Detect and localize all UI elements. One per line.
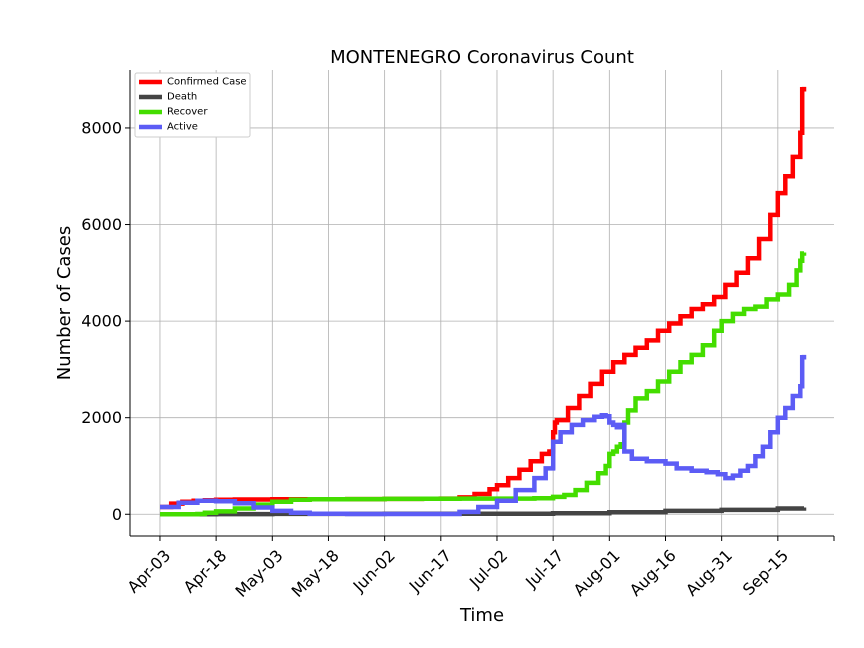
y-axis-title: Number of Cases: [54, 226, 75, 381]
x-axis-title: Time: [459, 605, 504, 626]
x-tick-label: Jun-02: [349, 546, 399, 596]
series-line-active: [160, 354, 807, 517]
x-tick-label: Aug-01: [570, 546, 624, 600]
x-tick-label: May-18: [288, 546, 343, 601]
x-tick-label: May-03: [232, 546, 287, 601]
y-tick-label: 2000: [81, 408, 122, 427]
grid: [130, 70, 834, 536]
series: [160, 86, 807, 517]
x-tick-label: Aug-16: [626, 546, 680, 600]
y-tick-label: 6000: [81, 215, 122, 234]
legend-label-confirmed-case: Confirmed Case: [167, 77, 247, 88]
y-tick-label: 8000: [81, 118, 122, 137]
series-line-confirmed-case: [160, 86, 807, 510]
x-tick-label: Jun-17: [405, 546, 455, 596]
series-line-recover: [160, 251, 807, 517]
legend-label-active: Active: [167, 122, 198, 133]
series-line-death: [160, 506, 807, 517]
x-tick-label: Jul-17: [521, 546, 567, 592]
legend-frame: [134, 72, 251, 138]
x-tick-label: Apr-18: [180, 546, 231, 597]
legend-label-recover: Recover: [167, 107, 208, 118]
legend: Confirmed Case Death Recover Active: [134, 72, 251, 138]
y-tick-label: 0: [112, 505, 122, 524]
chart-title: MONTENEGRO Coronavirus Count: [330, 47, 634, 68]
x-tick-label: Jul-02: [465, 546, 511, 592]
legend-label-death: Death: [167, 92, 197, 103]
x-tick-label: Apr-03: [124, 546, 175, 597]
y-tick-label: 4000: [81, 312, 122, 331]
ticks: Apr-03 Apr-18 May-03 May-18 Jun-02 Jun-17 Jul-…: [81, 118, 835, 601]
axes: [129, 70, 834, 537]
x-tick-label: Sep-15: [739, 546, 792, 599]
x-tick-label: Aug-31: [682, 546, 736, 600]
